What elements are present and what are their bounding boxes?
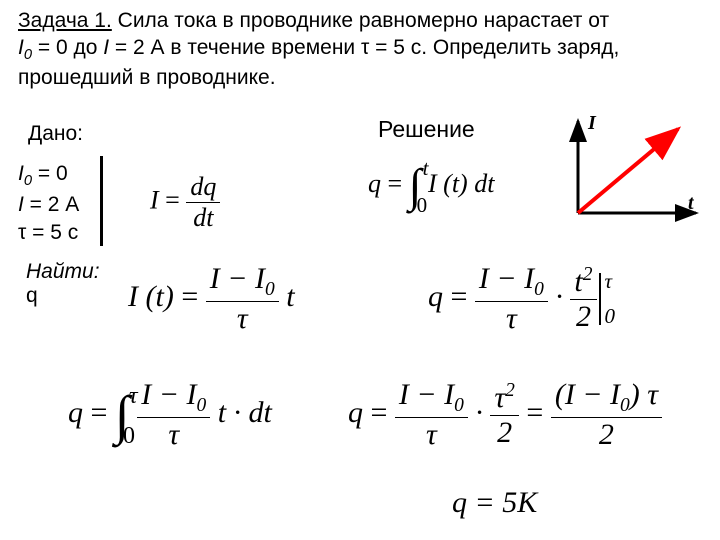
current-time-graph xyxy=(560,115,705,225)
formula-q-result: q = I − I0τ · τ22 = (I − I0) τ2 xyxy=(348,378,662,452)
formula-answer: q = 5K xyxy=(452,486,537,520)
formula-current-def: I = dqdt xyxy=(150,172,220,233)
graph-y-label: I xyxy=(588,112,596,135)
given-block: I0 = 0 I = 2 А τ = 5 с xyxy=(18,160,79,246)
solution-label: Решение xyxy=(378,116,475,143)
problem-title: Задача 1. xyxy=(18,9,112,32)
given-divider xyxy=(100,156,103,246)
formula-q-eval: q = I − I0τ · t22τ0 xyxy=(428,262,601,336)
current-line xyxy=(578,129,678,213)
given-label: Дано: xyxy=(28,122,83,146)
formula-charge-integral: q = ∫t0 I (t) dt xyxy=(368,165,494,207)
formula-current-func: I (t) = I − I0τ t xyxy=(128,262,295,336)
graph-x-label: t xyxy=(688,192,694,215)
find-label: Найти: q xyxy=(26,260,100,308)
formula-q-integral: q = ∫τ0 I − I0τ t · dt xyxy=(68,378,272,452)
problem-statement: Задача 1. Сила тока в проводнике равноме… xyxy=(18,8,708,92)
